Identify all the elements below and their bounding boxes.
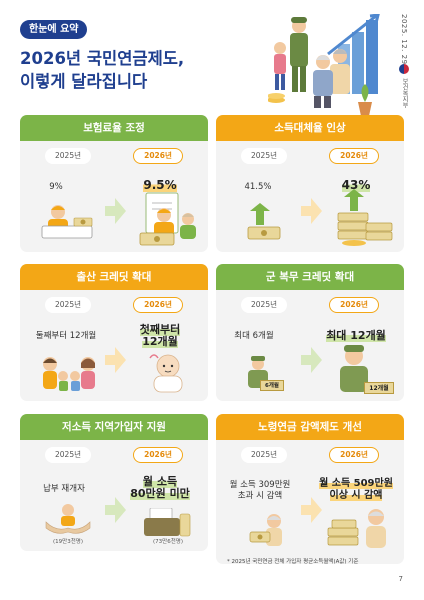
senior-money-illustration (249, 514, 282, 546)
new-value-line1: 첫째부터 (139, 323, 181, 336)
new-year-pill: 2026년 (133, 447, 183, 463)
card-low-income-support-title: 저소득 지역가입자 지원 (20, 414, 208, 440)
old-value-line2: 초과 시 감액 (237, 491, 283, 501)
new-value: 최대 12개월 (314, 329, 398, 342)
old-value-line1: 월 소득 309만원 (229, 480, 291, 490)
new-value: 43% (318, 178, 394, 192)
old-year-pill: 2025년 (45, 447, 91, 463)
card-replacement-rate-title: 소득대체율 인상 (216, 115, 404, 141)
card-replacement-rate: 소득대체율 인상 2025년 2026년 41.5% 43% (216, 115, 404, 252)
old-year-pill: 2025년 (45, 148, 91, 164)
ministry-name: 보건복지부 (401, 78, 408, 108)
new-note: (73만6천명) (153, 539, 183, 545)
old-value: 41.5% (244, 182, 272, 192)
card-premium-rate-title: 보험료율 조정 (20, 115, 208, 141)
rising-money-illustration (247, 203, 281, 240)
new-value-text: 43% (341, 178, 371, 192)
old-value: 둘째부터 12개월 (35, 331, 97, 341)
wallet-document-illustration (144, 508, 191, 537)
new-badge: 12개월 (364, 382, 394, 394)
page-title-line1: 2026년 국민연금제도, (20, 49, 185, 68)
old-year-pill: 2025년 (241, 447, 287, 463)
worker-money-illustration (139, 192, 196, 246)
old-value: 최대 6개월 (234, 331, 274, 341)
old-badge: 6개월 (260, 380, 284, 391)
arrow-right-icon (301, 347, 322, 373)
new-value: 첫째부터 12개월 (122, 323, 198, 348)
issue-date: 2025. 12. 29. (400, 14, 408, 68)
card-premium-rate: 보험료율 조정 2025년 2026년 9% 9.5% (20, 115, 208, 252)
baby-illustration (149, 354, 183, 393)
senior-money-stack-illustration (327, 509, 386, 548)
old-value: 월 소득 309만원 초과 시 감액 (216, 480, 306, 502)
card-childbirth-credit: 출산 크레딧 확대 2025년 2026년 둘째부터 12개월 첫째부터 12개… (20, 264, 208, 401)
card-military-credit: 군 복무 크레딧 확대 2025년 2026년 최대 6개월 최대 12개월 6… (216, 264, 404, 401)
new-value-text: 9.5% (143, 178, 177, 192)
new-value-line1: 월 소득 509만원 (319, 478, 393, 489)
old-note: (19만3천명) (53, 539, 83, 545)
old-year-pill: 2025년 (241, 148, 287, 164)
new-value-line2: 80만원 미만 (130, 487, 190, 500)
arrow-right-icon (105, 198, 126, 224)
card-old-age-pension-reduction: 노령연금 감액제도 개선 2025년 2026년 월 소득 309만원 초과 시… (216, 414, 404, 564)
old-year-pill: 2025년 (241, 297, 287, 313)
family-children-illustration (43, 357, 95, 391)
arrow-right-icon (301, 198, 322, 224)
new-value-line2: 12개월 (142, 335, 178, 348)
new-year-pill: 2026년 (329, 297, 379, 313)
new-year-pill: 2026년 (133, 297, 183, 313)
card-old-age-pension-reduction-title: 노령연금 감액제도 개선 (216, 414, 404, 440)
new-value: 9.5% (122, 178, 198, 192)
arrow-right-icon (105, 347, 126, 373)
money-stack-illustration (337, 189, 393, 246)
card-military-credit-title: 군 복무 크레딧 확대 (216, 264, 404, 290)
government-emblem-icon (399, 64, 409, 74)
footnote: * 2025년 국민연금 전체 가입자 평균소득월액(A값) 기준 (227, 559, 359, 565)
worker-coins-illustration (41, 205, 93, 239)
new-value-line2: 이상 시 감액 (329, 490, 383, 501)
card-low-income-support: 저소득 지역가입자 지원 2025년 2026년 납부 재개자 월 소득 80만… (20, 414, 208, 551)
summary-tag: 한눈에 요약 (20, 20, 88, 39)
old-value: 납부 재개자 (43, 484, 85, 494)
supporting-hands-illustration (45, 504, 91, 534)
old-value: 9% (49, 182, 63, 192)
arrow-right-icon (105, 497, 126, 523)
new-year-pill: 2026년 (329, 148, 379, 164)
new-value: 월 소득 509만원 이상 시 감액 (312, 478, 400, 502)
arrow-right-icon (301, 497, 322, 523)
card-childbirth-credit-title: 출산 크레딧 확대 (20, 264, 208, 290)
new-year-pill: 2026년 (329, 447, 379, 463)
page-title-line2: 이렇게 달라집니다 (20, 72, 148, 91)
new-value: 월 소득 80만원 미만 (122, 475, 198, 500)
new-value-line1: 월 소득 (142, 475, 178, 488)
soldier-large-illustration (340, 345, 368, 392)
new-year-pill: 2026년 (133, 148, 183, 164)
page-number: 7 (398, 575, 403, 583)
old-year-pill: 2025년 (45, 297, 91, 313)
new-value-text: 최대 12개월 (326, 329, 386, 342)
page-title: 2026년 국민연금제도, 이렇게 달라집니다 (20, 47, 184, 93)
family-illustration (268, 14, 380, 116)
